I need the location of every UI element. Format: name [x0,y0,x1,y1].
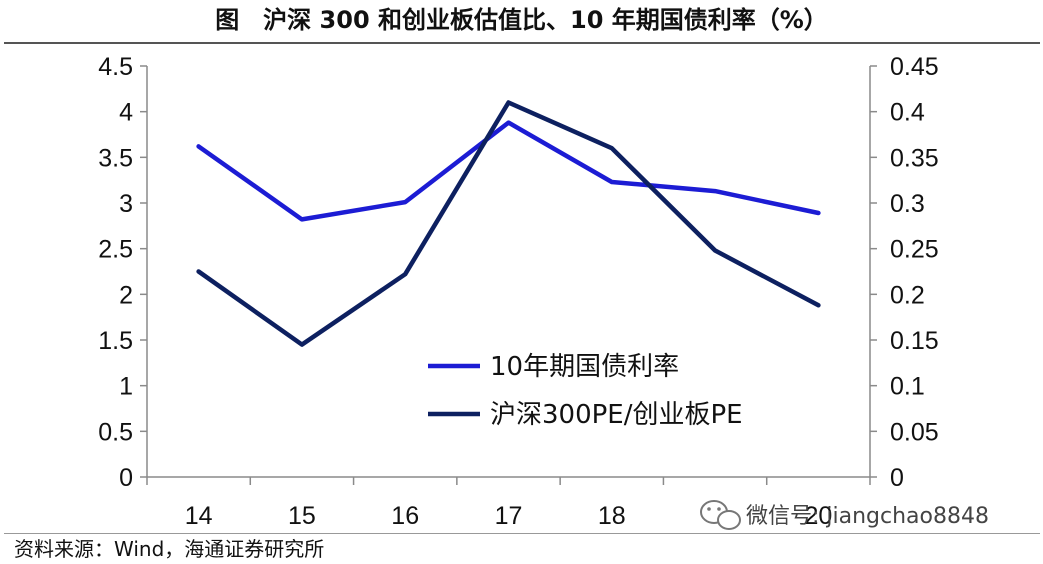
watermark-text: 微信号: jiangchao8848 [746,504,989,529]
y-left-tick-label: 0.5 [98,418,133,446]
x-tick-label: 17 [495,502,523,530]
y-left-tick-label: 0 [119,464,133,492]
x-tick-label: 14 [185,502,213,530]
wechat-icon [700,500,741,530]
y-left-tick-label: 2 [119,281,133,309]
legend-label-1: 10年期国债利率 [490,352,679,382]
y-right-tick-label: 0.4 [890,99,925,127]
y-left-tick-label: 2.5 [98,236,133,264]
y-right-tick-label: 0.25 [890,236,939,264]
y-right-tick-label: 0.35 [890,144,939,172]
y-right-tick-label: 0.15 [890,327,939,355]
y-left-tick-label: 3 [119,190,133,218]
y-right-tick-label: 0.3 [890,190,925,218]
source-rule [4,533,1040,534]
legend-label-2: 沪深300PE/创业板PE [490,400,743,430]
y-right-tick-label: 0.2 [890,281,925,309]
chart-title: 图 沪深 300 和创业板估值比、10 年期国债利率（%） [215,6,828,34]
y-left-tick-label: 1 [119,373,133,401]
series-line-1 [196,120,821,222]
y-left-tick-label: 1.5 [98,327,133,355]
y-left-tick-label: 3.5 [98,144,133,172]
x-tick-label: 15 [288,502,316,530]
x-tick-label: 18 [598,502,626,530]
x-tick-label: 16 [391,502,419,530]
y-right-tick-label: 0.45 [890,53,939,81]
source-note: 资料来源：Wind，海通证券研究所 [14,537,325,561]
y-right-tick-label: 0 [890,464,904,492]
series-line-2 [196,100,821,347]
y-left-tick-label: 4 [119,99,133,127]
y-right-tick-label: 0.1 [890,373,925,401]
watermark: 微信号: jiangchao8848 [700,500,989,530]
x-tick-label: 20 [804,502,832,530]
title-rule [4,42,1040,44]
y-right-tick-label: 0.05 [890,418,939,446]
y-left-tick-label: 4.5 [98,53,133,81]
